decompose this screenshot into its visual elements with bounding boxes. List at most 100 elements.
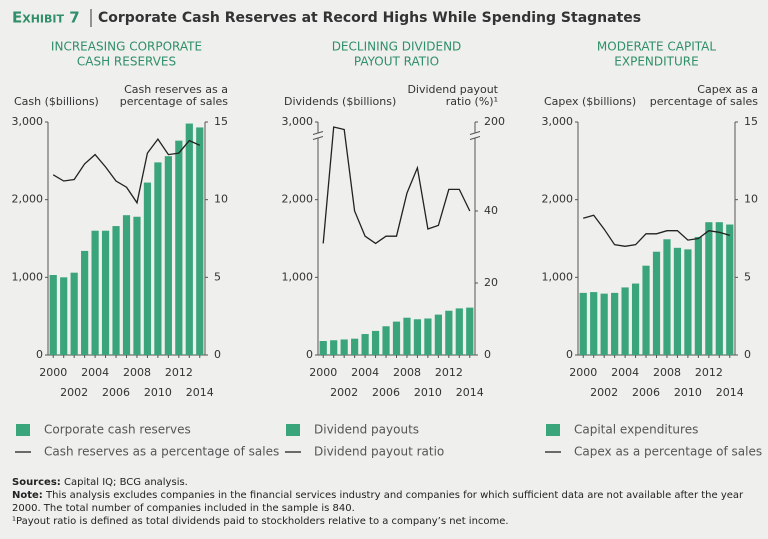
bar: [652, 251, 661, 355]
bar: [196, 127, 204, 355]
chart-title: EXPENDITURE: [614, 55, 698, 69]
x-tick-label: 2004: [611, 366, 639, 379]
y2-axis-label: ratio (%)¹: [446, 95, 498, 108]
bar: [154, 162, 162, 355]
x-tick-label: 2014: [716, 386, 744, 399]
axis-break-gap: [313, 133, 323, 138]
y2-tick-label: 0: [744, 348, 751, 361]
note-label: Note:: [12, 490, 43, 501]
chart-title: MODERATE CAPITAL: [597, 40, 716, 54]
bar: [705, 222, 713, 355]
bar: [663, 239, 671, 355]
x-tick-label: 2006: [372, 386, 400, 399]
sources: Sources: Capital IQ; BCG analysis.: [12, 476, 747, 489]
bar: [81, 250, 89, 355]
note: Note: This analysis excludes companies i…: [12, 489, 747, 515]
x-tick-label: 2008: [123, 366, 151, 379]
bar: [91, 230, 99, 355]
x-tick-label: 2000: [39, 366, 67, 379]
y-tick-label: 1,000: [12, 270, 44, 283]
x-tick-label: 2002: [590, 386, 618, 399]
y-tick-label: 1,000: [542, 270, 574, 283]
legend-label: Capital expenditures: [574, 423, 698, 437]
bar: [164, 156, 172, 355]
y-tick-label: 2,000: [12, 193, 44, 206]
bar: [621, 287, 629, 355]
y-tick-label: 2,000: [542, 193, 574, 206]
bar: [60, 277, 68, 355]
x-tick-label: 2014: [456, 386, 484, 399]
legend-swatch: [546, 424, 560, 436]
y2-tick-label: 5: [744, 270, 751, 283]
bar: [351, 338, 359, 355]
bar: [340, 339, 348, 355]
exhibit-label: Exhibit 7: [12, 9, 80, 27]
bar: [726, 224, 734, 355]
bar: [642, 265, 650, 355]
x-tick-label: 2004: [81, 366, 109, 379]
footnote: ¹Payout ratio is defined as total divide…: [12, 516, 509, 527]
bar: [185, 123, 193, 355]
sources-label: Sources:: [12, 477, 61, 488]
bar: [424, 318, 432, 355]
y2-axis-label: percentage of sales: [650, 95, 759, 108]
chart-title: DECLINING DIVIDEND: [332, 40, 462, 54]
legend-swatch: [16, 424, 30, 436]
axis-break: [312, 131, 324, 135]
bar: [392, 321, 401, 355]
legend-label: Capex as a percentage of sales: [574, 445, 762, 459]
x-tick-label: 2014: [186, 386, 214, 399]
footer: Sources: Capital IQ; BCG analysis. Note:…: [12, 476, 747, 528]
bar: [175, 140, 183, 355]
y-axis-label: Cash ($billions): [14, 95, 99, 108]
legend-label: Dividend payout ratio: [314, 445, 444, 459]
axis-break-gap: [470, 133, 480, 138]
x-tick-label: 2000: [309, 366, 337, 379]
y2-axis-label: Cash reserves as a: [124, 83, 228, 96]
y-axis-label: Capex ($billions): [544, 95, 636, 108]
y-tick-label: 0: [566, 348, 573, 361]
bar: [684, 249, 692, 355]
bar: [579, 292, 587, 355]
bar: [631, 283, 640, 355]
bar: [371, 330, 380, 355]
y2-tick-label: 40: [484, 204, 498, 217]
x-tick-label: 2008: [653, 366, 681, 379]
x-tick-label: 2008: [393, 366, 421, 379]
x-tick-label: 2012: [695, 366, 723, 379]
y2-tick-label: 10: [744, 193, 758, 206]
bar: [715, 222, 723, 355]
bar: [455, 308, 463, 355]
legend-swatch: [286, 424, 300, 436]
x-tick-label: 2010: [144, 386, 172, 399]
bar: [673, 247, 682, 355]
bar: [403, 317, 411, 355]
x-tick-label: 2004: [351, 366, 379, 379]
y2-tick-label: 200: [484, 115, 505, 128]
y2-tick-label: 5: [214, 270, 221, 283]
sources-text: Capital IQ; BCG analysis.: [63, 477, 188, 488]
bar: [49, 275, 57, 355]
chart-title: CASH RESERVES: [77, 55, 176, 69]
line: [52, 137, 201, 205]
legend-label: Cash reserves as a percentage of sales: [44, 445, 279, 459]
x-tick-label: 2010: [674, 386, 702, 399]
x-tick-label: 2002: [330, 386, 358, 399]
y-tick-label: 2,000: [282, 193, 314, 206]
bar: [122, 215, 131, 355]
y-tick-label: 3,000: [542, 115, 574, 128]
y2-axis-label: Dividend payout: [407, 83, 498, 96]
y2-tick-label: 0: [484, 348, 491, 361]
y-tick-label: 0: [36, 348, 43, 361]
bar: [361, 334, 369, 355]
bar: [600, 293, 608, 355]
x-tick-label: 2006: [632, 386, 660, 399]
y2-tick-label: 15: [744, 115, 758, 128]
axis-break: [469, 131, 481, 135]
bar: [143, 182, 152, 355]
axis-break: [312, 136, 324, 140]
y2-tick-label: 15: [214, 115, 228, 128]
x-tick-label: 2000: [569, 366, 597, 379]
bar: [413, 319, 422, 355]
